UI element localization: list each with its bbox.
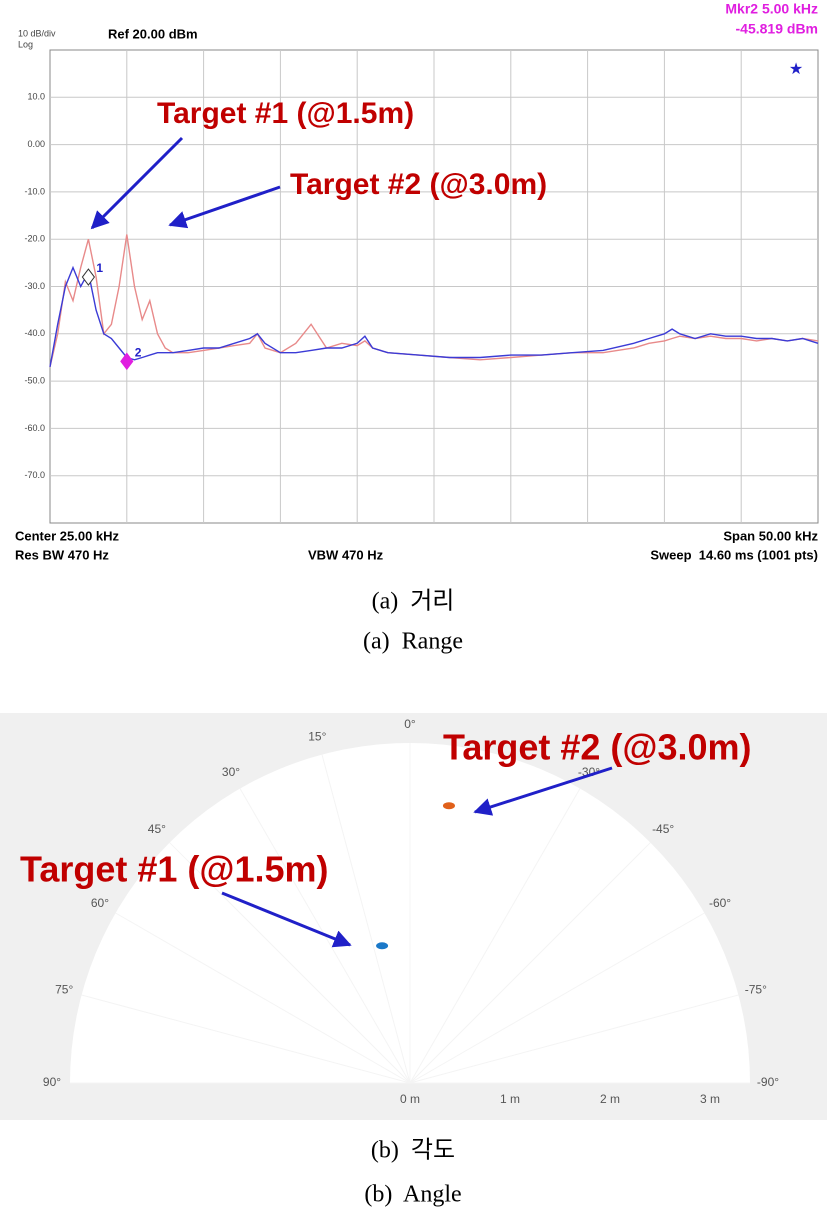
annotation: Target #1 (@1.5m) xyxy=(157,97,414,130)
angle-grid xyxy=(409,912,705,1084)
scale-label: 10 dB/div xyxy=(18,28,56,38)
marker-readout: -45.819 dBm xyxy=(736,21,818,37)
angle-grid xyxy=(321,754,411,1084)
angle-label: 15° xyxy=(308,729,326,743)
angle-label: -75° xyxy=(745,983,767,997)
y-tick-label: -10.0 xyxy=(24,186,45,196)
caption: (b) 각도 xyxy=(371,1137,455,1164)
plot-a: 10.0 0.00 -10.0 -20.0 -30.0 -40.0 -50.0 -60.0 -7… xyxy=(24,50,819,523)
angle-grid xyxy=(409,994,739,1084)
center-freq: Center 25.00 kHz xyxy=(15,528,120,543)
star-icon: ★ xyxy=(789,61,803,78)
y-tick-label: 0.00 xyxy=(27,139,45,149)
sweep: Sweep 14.60 ms (1001 pts) xyxy=(650,547,818,562)
arrow xyxy=(168,185,281,229)
y-tick-label: 10.0 xyxy=(27,92,45,102)
marker xyxy=(120,352,134,371)
angle-label: 45° xyxy=(148,822,166,836)
scale-mode: Log xyxy=(18,39,33,49)
y-tick-label: -70.0 xyxy=(24,470,45,480)
vbw: VBW 470 Hz xyxy=(308,547,384,562)
angle-grid xyxy=(409,788,581,1084)
y-tick-label: -30.0 xyxy=(24,281,45,291)
marker xyxy=(81,268,96,286)
marker-label: 1 xyxy=(96,261,103,275)
annotation: Target #2 (@3.0m) xyxy=(443,727,752,768)
caption: (b) Angle xyxy=(364,1182,461,1208)
ref-level: Ref 20.00 dBm xyxy=(108,26,198,41)
y-tick-label: -40.0 xyxy=(24,328,45,338)
res-bw: Res BW 470 Hz xyxy=(15,547,109,562)
caption: (a) 거리 xyxy=(372,588,455,615)
annotation: Target #1 (@1.5m) xyxy=(20,849,329,890)
angle-label: 0° xyxy=(404,717,416,731)
range-label: 3 m xyxy=(700,1092,720,1106)
plot-b: 0°15°30°45°60°75°90°-30°-45°-60°-75°-90°… xyxy=(43,717,779,1106)
trace xyxy=(49,234,819,368)
range-label: 2 m xyxy=(600,1092,620,1106)
angle-label: 75° xyxy=(55,983,73,997)
caption: (a) Range xyxy=(363,629,463,655)
arrow xyxy=(90,136,184,230)
range-label: 0 m xyxy=(400,1092,420,1106)
angle-grid xyxy=(81,994,411,1084)
angle-label: 60° xyxy=(91,896,109,910)
arrow xyxy=(221,891,352,948)
arrow xyxy=(473,766,613,816)
angle-label: 30° xyxy=(222,765,240,779)
annotation: Target #2 (@3.0m) xyxy=(290,168,547,201)
target-point xyxy=(376,942,389,950)
angle-label: -60° xyxy=(709,896,731,910)
angle-label: -45° xyxy=(652,822,674,836)
angle-grid xyxy=(409,842,651,1084)
y-tick-label: -50.0 xyxy=(24,375,45,385)
angle-grid xyxy=(169,842,411,1084)
marker-label: 2 xyxy=(135,345,142,359)
range-label: 1 m xyxy=(500,1092,520,1106)
target-point xyxy=(442,802,455,810)
y-tick-label: -20.0 xyxy=(24,234,45,244)
angle-label: 90° xyxy=(43,1075,61,1089)
trace xyxy=(49,265,819,368)
marker-readout: Mkr2 5.00 kHz xyxy=(725,1,818,17)
span: Span 50.00 kHz xyxy=(723,528,818,543)
angle-grid xyxy=(115,912,411,1084)
y-tick-label: -60.0 xyxy=(24,423,45,433)
angle-label: -90° xyxy=(757,1075,779,1089)
